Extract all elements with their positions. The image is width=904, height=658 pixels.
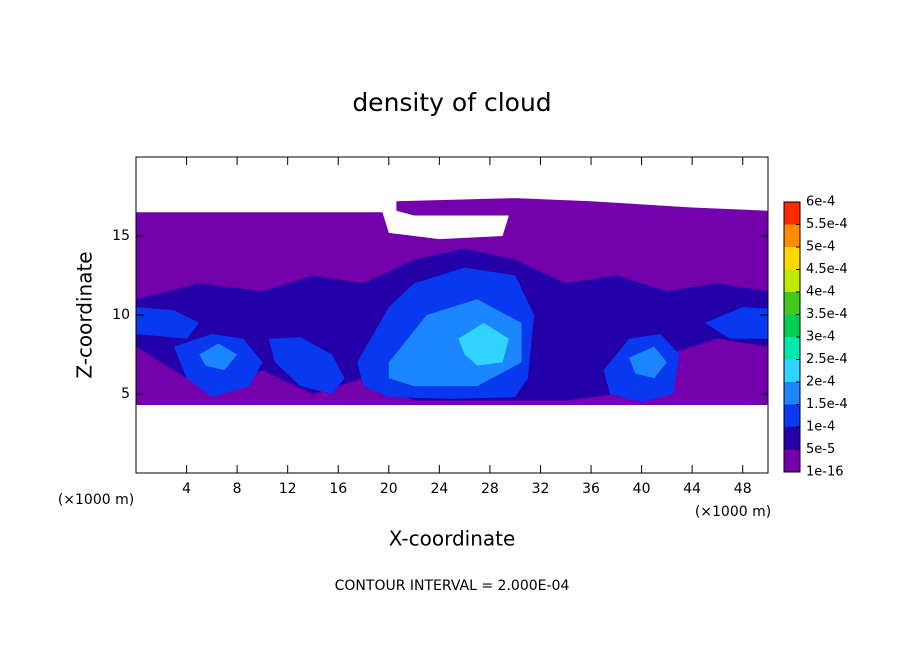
- colorbar-label: 4e-4: [806, 285, 835, 300]
- x-tick-label: 32: [532, 481, 550, 497]
- colorbar-band: [784, 359, 800, 382]
- colorbar-label: 1e-4: [806, 420, 835, 435]
- colorbar-band: [784, 247, 800, 270]
- colorbar-label: 6e-4: [806, 195, 835, 210]
- colorbar-band: [784, 404, 800, 427]
- colorbar-band: [784, 314, 800, 337]
- contour-region: [388, 299, 522, 387]
- colorbar-band: [784, 427, 800, 450]
- colorbar-label: 5e-4: [806, 240, 835, 255]
- x-axis-label: X-coordinate: [389, 527, 516, 551]
- x-tick-label: 16: [329, 481, 347, 497]
- x-tick-label: 28: [481, 481, 499, 497]
- colorbar-band: [784, 449, 800, 472]
- colorbar-label: 5.5e-4: [806, 217, 848, 232]
- colorbar: 1e-16 5e-5 1e-4 1.5e-4 2e-4 2.5e-4 3e-4 3.5e-4 4…: [783, 195, 848, 480]
- footer-note: CONTOUR INTERVAL = 2.000E-04: [335, 578, 570, 594]
- x-tick-label: 24: [430, 481, 448, 497]
- y-unit: (×1000 m): [58, 492, 134, 508]
- colorbar-label: 5e-5: [806, 442, 835, 457]
- colorbar-band: [784, 269, 800, 292]
- y-tick-label: 10: [112, 307, 130, 323]
- contour-region: [136, 307, 200, 339]
- colorbar-band: [784, 292, 800, 315]
- x-tick-label: 20: [380, 481, 398, 497]
- colorbar-band: [784, 337, 800, 360]
- x-tick-label: 12: [279, 481, 297, 497]
- x-unit: (×1000 m): [695, 504, 771, 520]
- contour-region: [268, 337, 345, 394]
- colorbar-band: [784, 202, 800, 225]
- colorbar-band: [784, 382, 800, 405]
- colorbar-band: [784, 224, 800, 247]
- contour-region: [458, 322, 509, 366]
- x-tick-label: 40: [633, 481, 651, 497]
- x-tick-label: 48: [734, 481, 752, 497]
- colorbar-label: 3e-4: [806, 330, 835, 345]
- chart-title: density of cloud: [352, 88, 551, 117]
- y-tick-label: 15: [112, 228, 130, 244]
- contour-region: [704, 307, 768, 339]
- colorbar-label: 4.5e-4: [806, 262, 848, 277]
- colorbar-label: 1.5e-4: [806, 397, 848, 412]
- contour-region: [628, 346, 667, 379]
- colorbar-label: 3.5e-4: [806, 307, 848, 322]
- colorbar-label: 1e-16: [806, 465, 844, 480]
- y-tick-label: 5: [121, 386, 130, 402]
- colorbar-label: 2.5e-4: [806, 352, 848, 367]
- contour-region: [199, 343, 238, 371]
- x-tick-label: 4: [182, 481, 191, 497]
- colorbar-label: 2e-4: [806, 375, 835, 390]
- x-tick-label: 8: [233, 481, 242, 497]
- y-axis-label: Z-coordinate: [73, 251, 97, 378]
- x-tick-label: 36: [582, 481, 600, 497]
- x-tick-label: 44: [683, 481, 701, 497]
